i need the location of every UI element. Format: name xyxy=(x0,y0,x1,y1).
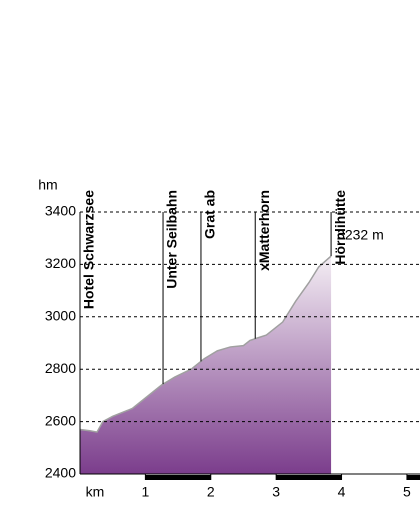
scale-bar xyxy=(145,475,211,480)
y-tick-label: 2600 xyxy=(45,412,76,428)
x-axis-label: km xyxy=(86,484,105,500)
y-axis-label: hm xyxy=(38,177,57,193)
y-tick-label: 2400 xyxy=(45,465,76,481)
x-tick-label: 5 xyxy=(403,484,411,500)
x-tick-label: 2 xyxy=(207,484,215,500)
scale-bar xyxy=(276,475,342,480)
waypoint-label: xMatterhorn xyxy=(256,190,272,271)
x-tick-label: 3 xyxy=(272,484,280,500)
waypoint-label: Hörnlihütte xyxy=(332,190,348,265)
waypoint-label: Grat ab xyxy=(202,190,218,239)
x-tick-label: 4 xyxy=(338,484,346,500)
waypoint-label: Unter Seilbahn xyxy=(164,190,180,289)
y-tick-label: 2800 xyxy=(45,360,76,376)
y-tick-label: 3200 xyxy=(45,255,76,271)
waypoint-label: Hotel Schwarzsee xyxy=(81,190,97,309)
scale-bar xyxy=(406,475,420,480)
area xyxy=(80,256,332,474)
annotation: 3232 m xyxy=(337,227,384,243)
profile-line xyxy=(79,255,332,433)
y-tick-label: 3400 xyxy=(45,203,76,219)
y-tick-label: 3000 xyxy=(45,308,76,324)
x-tick-label: 1 xyxy=(141,484,149,500)
